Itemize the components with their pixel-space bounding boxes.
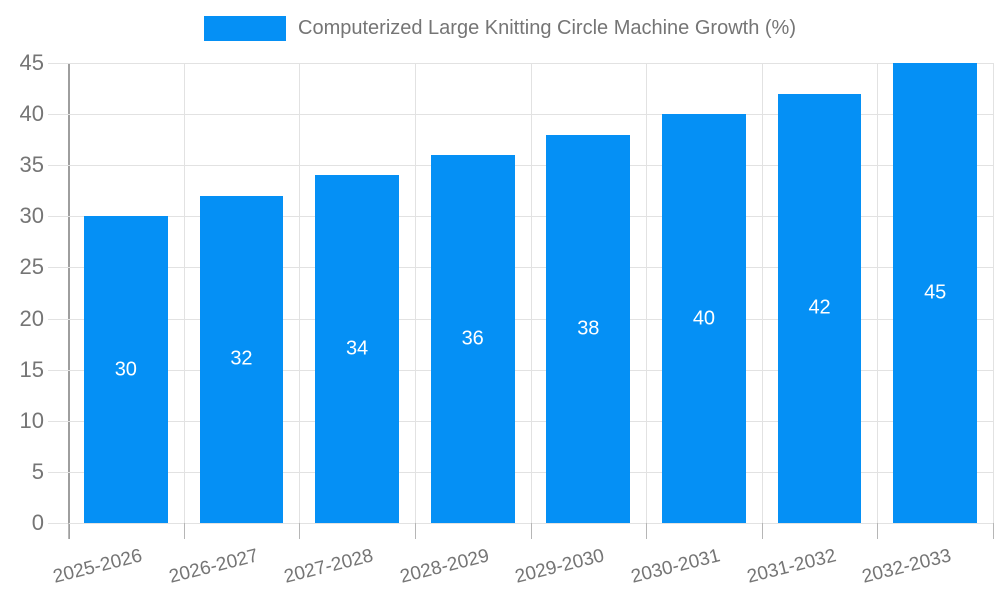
x-tick [530,523,532,539]
bar-2027-2028[interactable] [315,175,399,523]
x-tick [414,523,416,539]
bar-2025-2026[interactable] [83,216,168,523]
x-axis-label: 2029-2030 [513,545,607,588]
y-axis-label: 40 [19,101,44,127]
y-axis-label: 30 [19,203,44,229]
y-axis-label: 10 [19,407,44,433]
bar-value-label: 40 [692,307,716,330]
bar-value-label: 36 [461,327,484,350]
y-axis-label: 5 [31,458,44,484]
x-gridline [646,63,648,523]
x-gridline [530,63,532,523]
x-gridline [299,63,301,523]
x-gridline [993,63,994,523]
x-axis-label: 2025-2026 [50,545,145,588]
y-axis-line [68,63,70,539]
x-tick [299,523,301,539]
x-gridline [414,63,416,523]
bar-2031-2032[interactable] [777,93,862,523]
y-axis-label: 35 [19,152,44,178]
x-tick [993,523,994,539]
bar-value-label: 30 [114,358,137,381]
x-tick [761,523,763,539]
x-tick [68,523,69,539]
legend-swatch[interactable] [204,16,286,41]
x-axis-label: 2028-2029 [397,545,492,588]
y-gridline [48,471,993,473]
bar-value-label: 34 [345,337,369,360]
y-axis-label: 15 [19,356,44,382]
y-gridline [48,216,993,218]
bar-2030-2031[interactable] [662,114,746,523]
bar-value-label: 32 [230,347,253,370]
x-axis-label: 2031-2032 [744,545,838,588]
y-gridline [48,165,993,167]
y-axis-label: 45 [19,50,44,75]
bar-value-label: 38 [577,317,600,340]
x-tick [646,523,648,539]
x-tick [877,523,879,539]
x-gridline [761,63,763,523]
x-tick [183,523,185,539]
y-gridline [48,63,993,64]
y-axis-label: 25 [19,254,44,280]
x-axis-label: 2027-2028 [282,545,376,588]
bar-value-label: 45 [924,281,947,304]
y-gridline [48,523,993,524]
bar-2028-2029[interactable] [430,155,515,523]
x-gridline [877,63,879,523]
y-gridline [48,114,993,116]
legend-label: Computerized Large Knitting Circle Machi… [298,17,796,39]
y-gridline [48,267,993,269]
plot-area: 0 5 10 15 20 25 30 35 40 45 30 2025-2026 32 2026-2027… [20,50,994,588]
legend[interactable]: Computerized Large Knitting Circle Machi… [0,16,1000,41]
x-gridline [183,63,185,523]
y-gridline [48,420,993,422]
x-axis-label: 2032-2033 [860,545,954,588]
bar-2029-2030[interactable] [546,134,631,523]
y-gridline [48,369,993,371]
bar-2032-2033[interactable] [893,63,978,523]
bar-value-label: 42 [808,296,831,319]
x-axis-label: 2030-2031 [629,545,723,588]
bar-2026-2027[interactable] [199,195,284,523]
y-axis-label: 20 [19,305,44,331]
x-axis-label: 2026-2027 [166,545,260,588]
y-gridline [48,318,993,320]
y-axis-label: 0 [31,510,44,535]
